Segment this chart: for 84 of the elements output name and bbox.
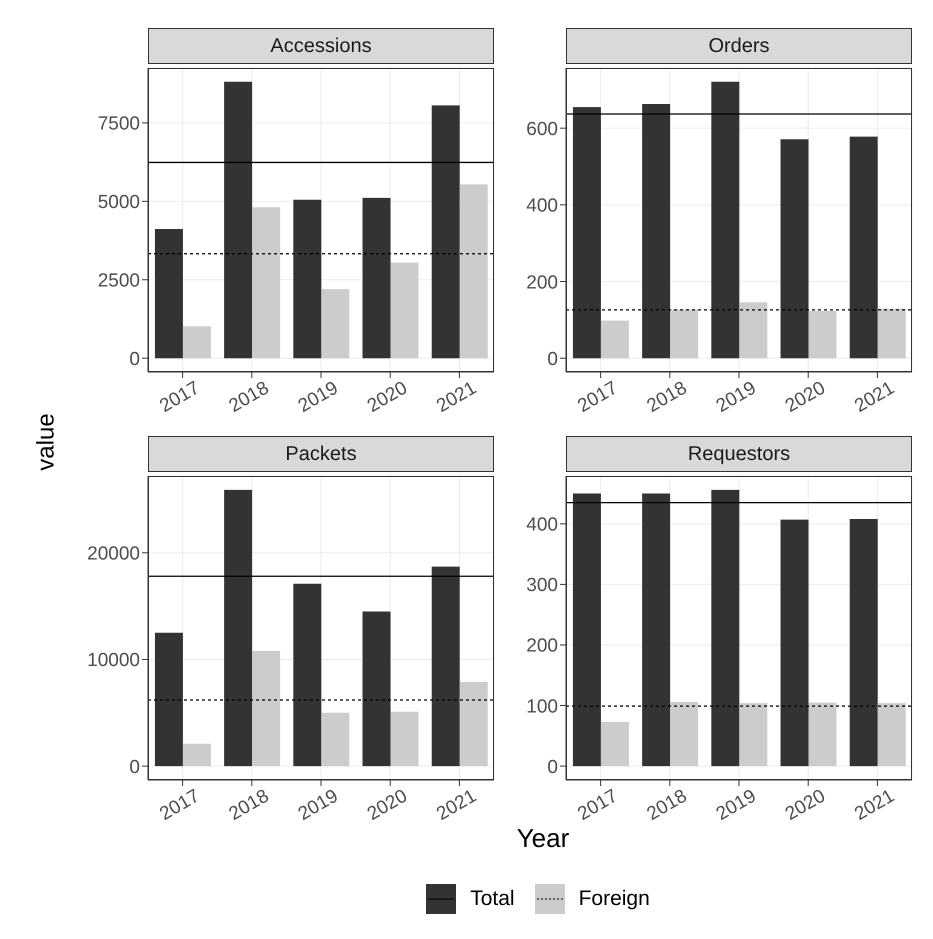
x-tick-label: 2017 [574, 378, 622, 417]
chart-title: Accessions [148, 28, 494, 64]
bar [850, 518, 878, 766]
bar [154, 632, 183, 766]
x-tick-label: 2017 [156, 786, 204, 825]
x-tick-label: 2019 [294, 786, 342, 825]
y-tick-label: 0 [129, 348, 140, 370]
x-tick-label: 2020 [364, 378, 412, 417]
y-tick-label: 0 [547, 348, 558, 370]
bar [321, 289, 350, 358]
bar [432, 566, 460, 766]
legend-label: Foreign [578, 887, 650, 911]
bar [808, 311, 837, 358]
chart-title: Orders [566, 28, 912, 64]
bar [642, 494, 670, 766]
bar [572, 107, 601, 358]
y-tick-label: 0 [129, 756, 140, 778]
y-tick-label: 20000 [87, 544, 140, 565]
bar [460, 682, 488, 766]
x-tick-label: 2017 [574, 786, 622, 825]
bar [293, 584, 322, 766]
x-tick-label: 2021 [433, 786, 480, 825]
y-tick-label: 10000 [87, 650, 140, 672]
bar [739, 703, 768, 766]
bar [182, 744, 211, 766]
bar [670, 702, 698, 766]
bar [390, 712, 419, 766]
bar [642, 104, 670, 358]
y-tick-label: 7500 [98, 114, 140, 135]
bar [252, 207, 280, 358]
bar [711, 82, 740, 358]
x-tick-label: 2020 [364, 786, 412, 825]
bar [182, 326, 211, 358]
y-tick-label: 200 [526, 272, 558, 294]
x-tick-label: 2021 [851, 378, 898, 417]
bar [224, 82, 252, 358]
bar [572, 494, 601, 766]
x-tick-label: 2019 [712, 786, 760, 825]
y-tick-label: 400 [526, 514, 558, 536]
bar [850, 136, 878, 358]
x-tick-label: 2018 [643, 786, 691, 825]
bar [739, 302, 768, 358]
y-tick-label: 0 [547, 756, 558, 778]
x-tick-label: 2021 [433, 378, 480, 417]
y-tick-label: 400 [526, 196, 558, 217]
x-tick-label: 2019 [712, 378, 760, 417]
bar [252, 650, 280, 766]
bar [600, 722, 629, 766]
bar [808, 702, 837, 766]
x-tick-label: 2020 [782, 378, 830, 417]
bar [780, 520, 809, 766]
bar [780, 139, 809, 358]
bar [600, 320, 629, 358]
y-tick-label: 2500 [98, 270, 140, 292]
bar [432, 105, 460, 358]
x-tick-label: 2019 [294, 378, 342, 417]
x-tick-label: 2018 [225, 786, 273, 825]
y-tick-label: 200 [526, 636, 558, 657]
bar [670, 310, 698, 358]
bar [224, 490, 252, 766]
x-tick-label: 2017 [156, 378, 204, 417]
x-axis-title: Year [516, 823, 570, 854]
bar [878, 703, 906, 766]
x-tick-label: 2021 [851, 786, 898, 825]
x-tick-label: 2018 [643, 378, 691, 417]
x-tick-label: 2018 [225, 378, 273, 417]
y-tick-label: 5000 [98, 192, 140, 214]
bar [878, 308, 906, 358]
bar [362, 611, 391, 766]
bar [390, 262, 419, 358]
legend-label: Total [470, 887, 515, 911]
bar [321, 712, 350, 766]
bar [154, 228, 183, 358]
bar [460, 184, 488, 358]
bar [293, 200, 322, 358]
y-axis-title: value [32, 413, 61, 471]
chart-title: Requestors [566, 436, 912, 472]
bar [711, 490, 740, 766]
chart-title: Packets [148, 436, 494, 472]
bar [362, 198, 391, 358]
x-tick-label: 2020 [782, 786, 830, 825]
y-tick-label: 600 [526, 118, 558, 140]
y-tick-label: 100 [526, 696, 558, 718]
y-tick-label: 300 [526, 575, 558, 596]
